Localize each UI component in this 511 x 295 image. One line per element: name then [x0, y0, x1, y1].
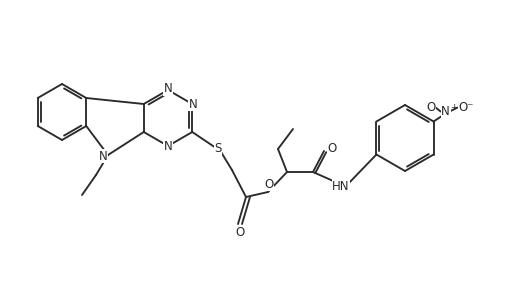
- Text: N: N: [441, 105, 450, 118]
- Text: +: +: [450, 103, 457, 112]
- Text: N: N: [164, 140, 172, 153]
- Text: N: N: [99, 150, 107, 163]
- Text: O: O: [236, 227, 245, 240]
- Text: O⁻: O⁻: [459, 101, 474, 114]
- Text: HN: HN: [332, 179, 350, 193]
- Text: O: O: [264, 178, 273, 191]
- Text: O: O: [328, 142, 337, 155]
- Text: N: N: [164, 83, 172, 96]
- Text: N: N: [189, 98, 198, 111]
- Text: S: S: [214, 142, 222, 155]
- Text: O: O: [426, 101, 435, 114]
